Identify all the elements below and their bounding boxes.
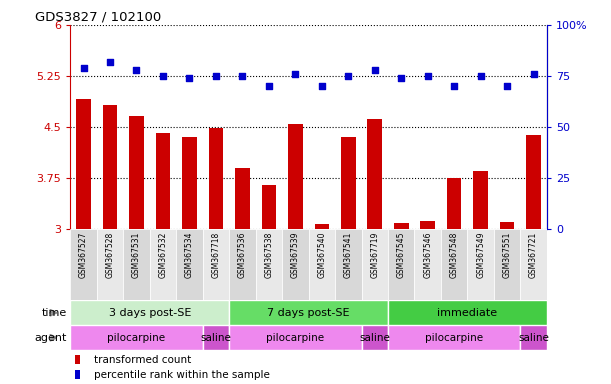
Text: saline: saline: [518, 333, 549, 343]
Bar: [341, 137, 356, 229]
Text: GSM367539: GSM367539: [291, 232, 300, 278]
Point: [238, 73, 247, 79]
Bar: [521, 229, 547, 300]
Point: [502, 83, 512, 89]
Point: [476, 73, 486, 79]
Text: GSM367532: GSM367532: [158, 232, 167, 278]
Text: GSM367546: GSM367546: [423, 232, 432, 278]
Bar: [75, 370, 80, 379]
Bar: [182, 137, 197, 229]
Bar: [288, 124, 302, 229]
Point: [264, 83, 274, 89]
Bar: [156, 132, 170, 229]
Bar: [123, 229, 150, 300]
Bar: [414, 229, 441, 300]
Text: GSM367531: GSM367531: [132, 232, 141, 278]
Text: agent: agent: [35, 333, 67, 343]
Bar: [176, 229, 203, 300]
Text: GSM367718: GSM367718: [211, 232, 221, 278]
Bar: [420, 221, 435, 229]
Text: immediate: immediate: [437, 308, 497, 318]
Point: [529, 71, 538, 77]
Bar: [235, 168, 250, 229]
Bar: [129, 116, 144, 229]
Point: [185, 75, 194, 81]
Bar: [494, 229, 521, 300]
Bar: [97, 229, 123, 300]
Bar: [315, 225, 329, 229]
Bar: [362, 229, 388, 300]
Text: percentile rank within the sample: percentile rank within the sample: [94, 369, 270, 379]
Text: time: time: [42, 308, 67, 318]
Text: GSM367527: GSM367527: [79, 232, 88, 278]
Point: [423, 73, 433, 79]
Text: GDS3827 / 102100: GDS3827 / 102100: [35, 11, 161, 24]
Bar: [229, 325, 362, 350]
Bar: [70, 325, 203, 350]
Bar: [467, 229, 494, 300]
Text: 3 days post-SE: 3 days post-SE: [109, 308, 191, 318]
Text: saline: saline: [359, 333, 390, 343]
Bar: [262, 185, 276, 229]
Bar: [208, 129, 223, 229]
Point: [131, 67, 141, 73]
Point: [317, 83, 327, 89]
Bar: [282, 229, 309, 300]
Bar: [362, 325, 388, 350]
Bar: [309, 229, 335, 300]
Text: GSM367536: GSM367536: [238, 232, 247, 278]
Bar: [335, 229, 362, 300]
Point: [370, 67, 379, 73]
Bar: [388, 325, 521, 350]
Bar: [394, 223, 409, 229]
Bar: [203, 325, 229, 350]
Bar: [70, 300, 229, 325]
Bar: [255, 229, 282, 300]
Point: [449, 83, 459, 89]
Text: GSM367548: GSM367548: [450, 232, 459, 278]
Bar: [76, 99, 91, 229]
Text: pilocarpine: pilocarpine: [425, 333, 483, 343]
Bar: [388, 300, 547, 325]
Bar: [229, 229, 255, 300]
Point: [397, 75, 406, 81]
Bar: [75, 355, 80, 364]
Text: saline: saline: [200, 333, 232, 343]
Bar: [447, 178, 461, 229]
Point: [343, 73, 353, 79]
Text: 7 days post-SE: 7 days post-SE: [267, 308, 350, 318]
Bar: [474, 171, 488, 229]
Text: pilocarpine: pilocarpine: [108, 333, 166, 343]
Text: GSM367534: GSM367534: [185, 232, 194, 278]
Point: [211, 73, 221, 79]
Text: GSM367538: GSM367538: [265, 232, 273, 278]
Point: [290, 71, 300, 77]
Text: GSM367541: GSM367541: [344, 232, 353, 278]
Bar: [441, 229, 467, 300]
Bar: [229, 300, 388, 325]
Point: [158, 73, 168, 79]
Text: GSM367719: GSM367719: [370, 232, 379, 278]
Bar: [367, 119, 382, 229]
Bar: [500, 222, 514, 229]
Point: [79, 65, 89, 71]
Text: GSM367545: GSM367545: [397, 232, 406, 278]
Bar: [388, 229, 414, 300]
Bar: [103, 105, 117, 229]
Bar: [526, 135, 541, 229]
Bar: [150, 229, 176, 300]
Bar: [203, 229, 229, 300]
Text: GSM367549: GSM367549: [476, 232, 485, 278]
Text: GSM367528: GSM367528: [106, 232, 114, 278]
Text: transformed count: transformed count: [94, 355, 191, 365]
Text: GSM367540: GSM367540: [317, 232, 326, 278]
Text: GSM367551: GSM367551: [503, 232, 511, 278]
Bar: [70, 229, 97, 300]
Bar: [521, 325, 547, 350]
Text: pilocarpine: pilocarpine: [266, 333, 324, 343]
Point: [105, 59, 115, 65]
Text: GSM367721: GSM367721: [529, 232, 538, 278]
